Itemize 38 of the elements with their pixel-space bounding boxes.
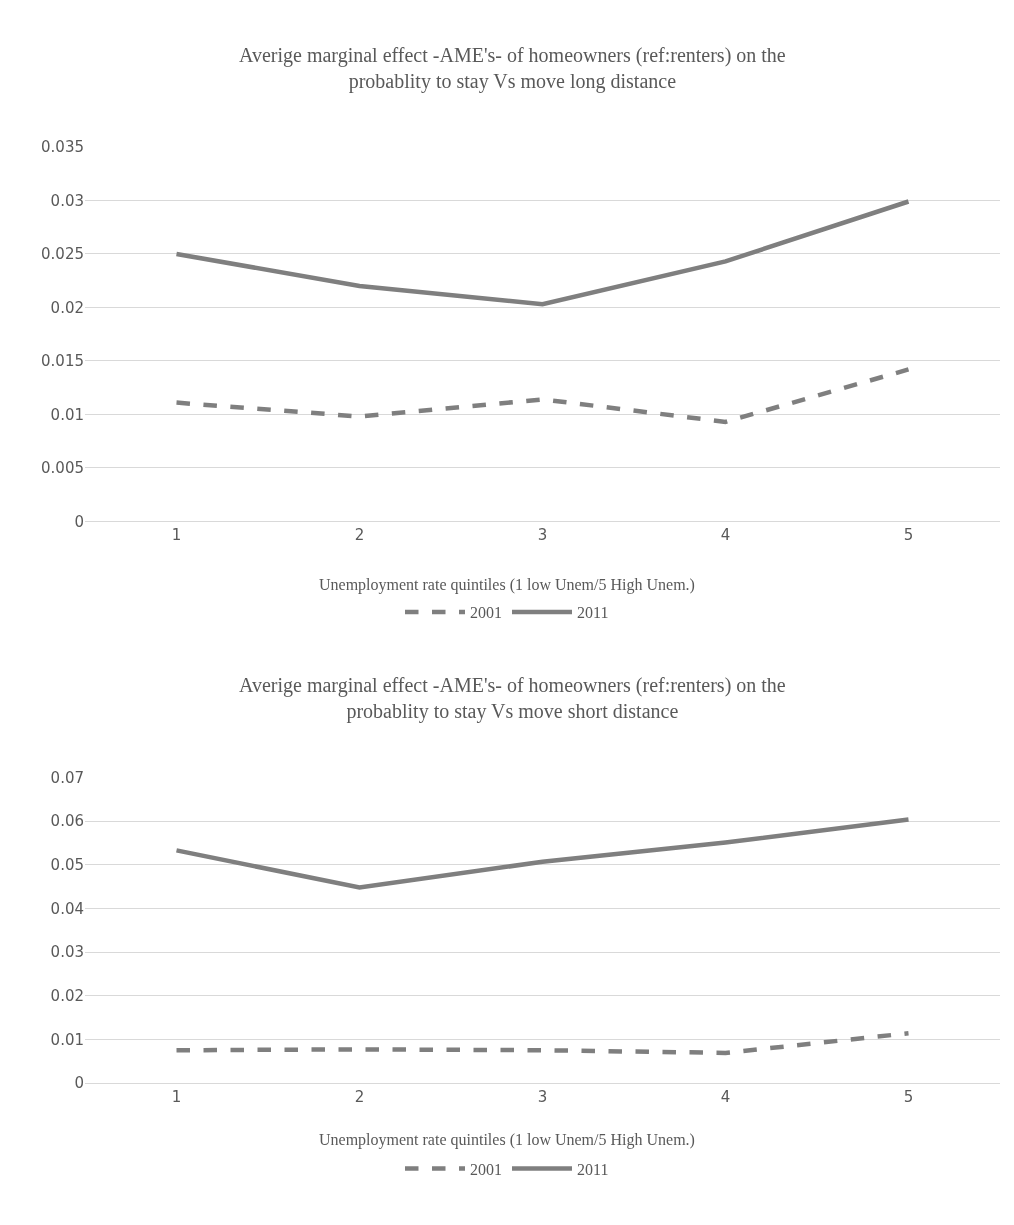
y-tick-label: 0 — [74, 512, 84, 531]
line-series — [174, 817, 911, 890]
x-tick-label: 4 — [720, 1087, 731, 1106]
y-tick-label: 0.03 — [50, 943, 84, 962]
legend-label: 2011 — [577, 1160, 609, 1178]
legend-label: 2011 — [577, 604, 609, 622]
x-tick-label: 3 — [537, 1087, 548, 1106]
legend-label: 2001 — [470, 604, 502, 622]
y-tick-label: 0.07 — [50, 768, 84, 787]
y-tick-label: 0.01 — [50, 1030, 84, 1049]
line-series — [174, 199, 911, 307]
x-tick-label: 1 — [171, 1087, 182, 1106]
chart-title: Averige marginal effect -AME's- of homeowners (ref:renters) on the probablity to stay Vs move short distance — [239, 674, 786, 723]
y-tick-label: 0.005 — [41, 459, 84, 478]
x-axis-title: Unemployment rate quintiles (1 low Unem/5 High Unem.) — [319, 1131, 695, 1149]
y-tick-label: 0.01 — [50, 405, 84, 424]
legend-label: 2001 — [470, 1160, 502, 1178]
y-tick-label: 0.035 — [41, 138, 84, 157]
y-tick-label: 0.02 — [50, 298, 84, 317]
x-tick-label: 1 — [171, 526, 182, 545]
y-tick-label: 0.03 — [50, 191, 84, 210]
line-series — [174, 1030, 911, 1056]
x-tick-label: 5 — [903, 526, 914, 545]
y-tick-label: 0.06 — [50, 812, 84, 831]
x-tick-label: 3 — [537, 526, 548, 545]
y-tick-label: 0.025 — [41, 245, 84, 264]
x-tick-label: 5 — [903, 1087, 914, 1106]
x-tick-label: 2 — [354, 526, 365, 545]
chart-title: Averige marginal effect -AME's- of homeowners (ref:renters) on the probablity to stay Vs move long distance — [239, 44, 786, 93]
x-axis-title: Unemployment rate quintiles (1 low Unem/5 High Unem.) — [319, 576, 695, 594]
y-tick-label: 0.04 — [50, 899, 84, 918]
x-tick-label: 4 — [720, 526, 731, 545]
y-tick-label: 0.015 — [41, 352, 84, 371]
x-tick-label: 2 — [354, 1087, 365, 1106]
y-tick-label: 0.05 — [50, 856, 84, 875]
y-tick-label: 0 — [74, 1074, 84, 1093]
y-tick-label: 0.02 — [50, 986, 84, 1005]
line-series — [174, 367, 911, 425]
